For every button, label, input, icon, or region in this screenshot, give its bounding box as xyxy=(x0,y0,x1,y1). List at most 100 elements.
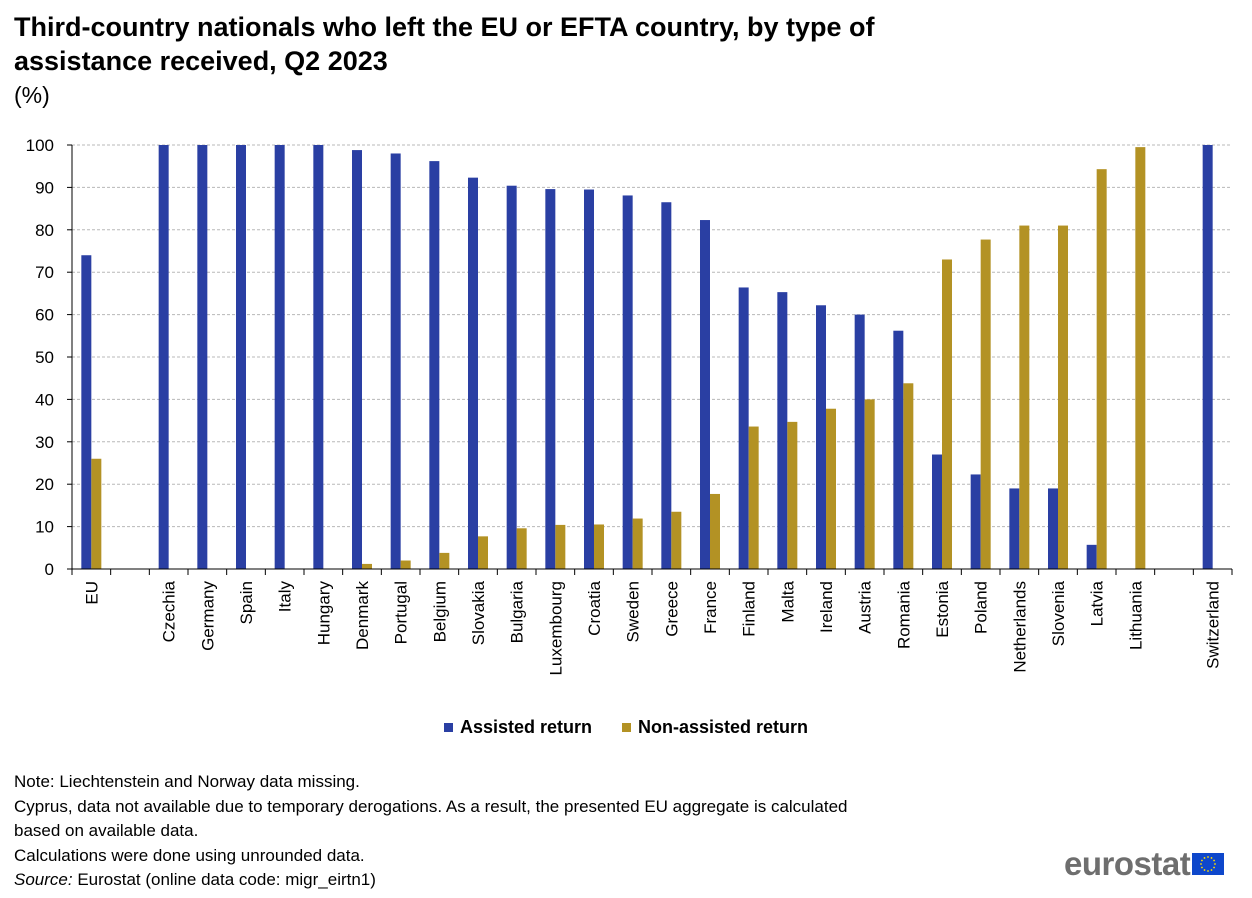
x-tick-label: Croatia xyxy=(585,580,604,635)
bar-non-assisted xyxy=(942,259,952,569)
flag-star xyxy=(1207,856,1210,858)
x-tick-label: Sweden xyxy=(624,581,643,642)
legend-item-assisted: Assisted return xyxy=(443,717,592,738)
bar-assisted xyxy=(816,305,826,569)
eu-flag-icon xyxy=(1192,853,1225,875)
legend-item-non-assisted: Non-assisted return xyxy=(622,717,808,738)
x-tick-label: Austria xyxy=(856,580,875,633)
x-tick-label: Denmark xyxy=(353,581,372,650)
x-tick-label: Poland xyxy=(972,581,991,634)
y-tick-label: 0 xyxy=(45,560,54,579)
flag-star xyxy=(1201,859,1204,862)
note-line-1: Note: Liechtenstein and Norway data miss… xyxy=(14,772,360,791)
flag-star xyxy=(1210,857,1213,859)
y-tick-label: 70 xyxy=(35,263,54,282)
flag-star xyxy=(1214,863,1217,865)
x-tick-label: Finland xyxy=(740,581,759,637)
x-tick-label: Ireland xyxy=(817,581,836,633)
bar-assisted xyxy=(700,220,710,569)
bar-assisted xyxy=(81,255,92,570)
x-tick-label: Germany xyxy=(198,581,217,651)
bar-assisted xyxy=(854,314,865,569)
x-tick-label: Latvia xyxy=(1088,580,1107,626)
bar-non-assisted xyxy=(826,408,836,569)
flag-star xyxy=(1207,870,1210,872)
flag-star xyxy=(1201,866,1204,869)
x-tick-label: Spain xyxy=(237,581,256,624)
logo-text: eurostat xyxy=(1064,845,1191,882)
bar-assisted xyxy=(352,150,362,569)
legend-label-non-assisted: Non-assisted return xyxy=(638,717,809,737)
bar-non-assisted xyxy=(91,458,102,569)
bar-non-assisted xyxy=(787,421,798,569)
bar-assisted xyxy=(893,330,904,569)
unit-label: (%) xyxy=(14,82,50,108)
bar-non-assisted xyxy=(1058,225,1068,569)
source-text: Eurostat (online data code: migr_eirtn1) xyxy=(72,870,376,889)
flag-star xyxy=(1213,866,1216,869)
x-tick-label: Romania xyxy=(894,580,913,649)
bar-non-assisted xyxy=(478,536,488,569)
axes xyxy=(67,144,1233,575)
bar-assisted xyxy=(584,189,594,569)
x-tick-label: Italy xyxy=(276,581,295,613)
x-tick-label: Portugal xyxy=(392,581,411,644)
source-line: Source: Eurostat (online data code: migr… xyxy=(14,868,1014,893)
bar-non-assisted xyxy=(864,399,875,569)
x-tick-label: Lithuania xyxy=(1126,580,1145,650)
bar-non-assisted xyxy=(671,511,682,569)
flag-star xyxy=(1213,859,1216,862)
x-tick-label: Bulgaria xyxy=(508,580,527,643)
bar-assisted xyxy=(932,454,942,569)
bar-non-assisted xyxy=(903,383,914,569)
note-line-4: Calculations were done using unrounded d… xyxy=(14,845,365,865)
gridlines xyxy=(72,144,1232,528)
bar-non-assisted xyxy=(555,524,566,569)
bar-non-assisted xyxy=(400,560,411,569)
flag-star xyxy=(1203,857,1206,859)
bar-assisted xyxy=(1202,145,1213,569)
x-tick-label: Switzerland xyxy=(1204,581,1223,669)
bar-assisted xyxy=(158,145,169,569)
legend-swatch-assisted xyxy=(443,723,453,732)
bar-non-assisted xyxy=(516,528,527,569)
x-tick-label: Netherlands xyxy=(1010,581,1029,673)
chart-notes: Note: Liechtenstein and Norway data miss… xyxy=(14,770,1014,893)
bar-non-assisted xyxy=(1096,169,1107,569)
note-line-3: based on available data. xyxy=(14,821,199,840)
bar-non-assisted xyxy=(1019,225,1030,569)
bar-assisted xyxy=(970,474,981,569)
x-tick-label: Hungary xyxy=(314,581,333,646)
bar-assisted xyxy=(1086,544,1097,569)
bar-assisted xyxy=(468,177,478,569)
bar-non-assisted xyxy=(362,563,372,569)
bar-assisted xyxy=(274,145,285,569)
bar-non-assisted xyxy=(748,426,759,569)
y-axis-ticks: 0 10 20 30 40 50 60 70 80 90 100 xyxy=(26,136,54,579)
bar-assisted xyxy=(390,153,401,570)
x-tick-label: Czechia xyxy=(160,580,179,642)
x-tick-label: Slovakia xyxy=(469,580,488,645)
legend-swatch-non-assisted xyxy=(622,723,631,732)
bar-assisted xyxy=(429,161,440,569)
bar-assisted xyxy=(622,195,633,569)
legend-label-assisted: Assisted return xyxy=(459,717,592,737)
y-tick-label: 80 xyxy=(35,221,54,240)
bar-non-assisted xyxy=(594,524,604,569)
x-tick-label: France xyxy=(701,581,720,634)
y-tick-label: 90 xyxy=(35,178,54,197)
bar-assisted xyxy=(738,287,749,569)
y-tick-label: 100 xyxy=(26,136,54,155)
bar-assisted xyxy=(506,185,517,570)
x-tick-label: Estonia xyxy=(933,580,952,637)
bar-non-assisted xyxy=(439,552,450,569)
y-tick-label: 60 xyxy=(35,306,54,325)
bar-assisted xyxy=(236,145,246,569)
y-tick-label: 30 xyxy=(35,433,54,452)
y-tick-label: 50 xyxy=(35,348,54,367)
bar-assisted xyxy=(1048,488,1058,569)
x-tick-label: Belgium xyxy=(430,581,449,642)
chart-legend: Assisted return Non-assisted return xyxy=(0,717,1252,738)
note-line-2: Cyprus, data not available due to tempor… xyxy=(14,796,848,816)
x-tick-label: Slovenia xyxy=(1049,580,1068,646)
